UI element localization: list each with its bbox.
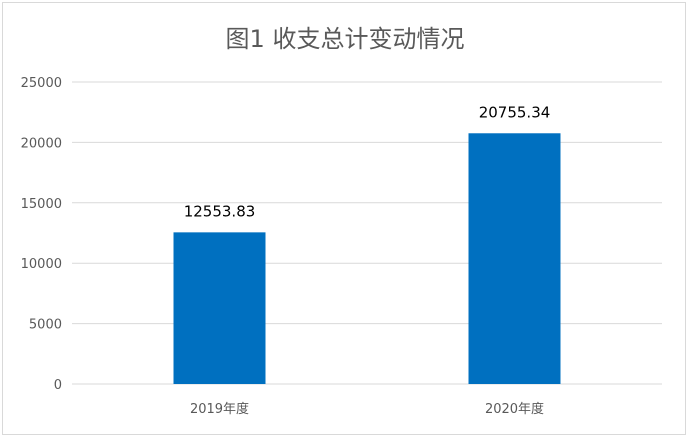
data-labels: 12553.83 20755.34 [184,103,551,220]
y-tick-label: 5000 [29,318,62,333]
data-label: 12553.83 [184,202,256,220]
gridlines [72,81,662,385]
bar-1 [468,133,561,384]
x-axis-categories: 2019年度 2020年度 [190,401,544,417]
x-category-label: 2020年度 [485,401,544,417]
y-tick-label: 20000 [21,136,62,151]
bars [173,133,561,384]
chart-frame [2,2,686,435]
bar-0 [173,232,266,384]
x-category-label: 2019年度 [190,401,249,417]
y-tick-label: 25000 [21,76,62,91]
y-axis-ticks: 0 5000 10000 15000 20000 25000 [21,76,62,393]
chart-title: 图1 收支总计变动情况 [226,25,465,53]
y-tick-label: 0 [54,378,62,393]
y-tick-label: 10000 [21,257,62,272]
data-label: 20755.34 [479,103,551,121]
y-tick-label: 15000 [21,197,62,212]
